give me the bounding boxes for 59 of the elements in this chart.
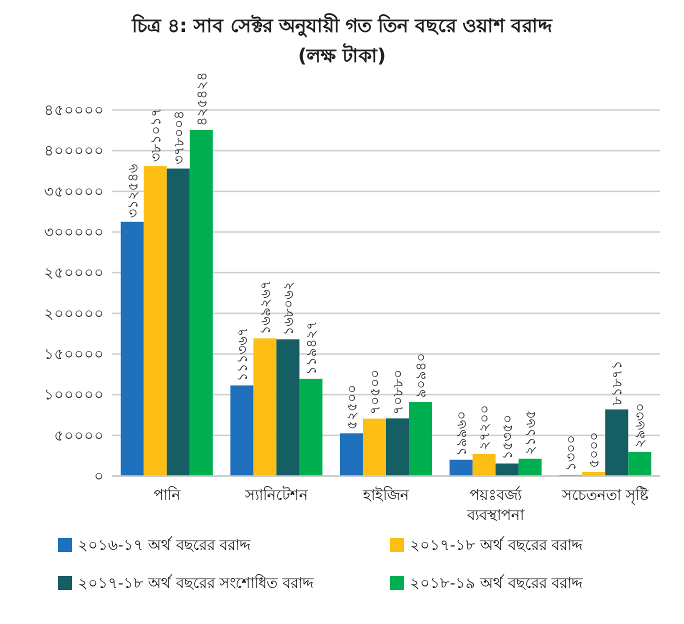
bar — [386, 418, 410, 476]
data-label: ২১১৬৫ — [523, 410, 540, 455]
bar — [340, 433, 363, 476]
y-tick-label: ৪০০০০০ — [44, 142, 104, 160]
x-tick-label: সচেতনতা সৃষ্টি — [560, 486, 650, 505]
bar — [409, 402, 432, 476]
data-label: ৫০০০ — [586, 432, 603, 468]
data-label: ১৩০০ — [564, 434, 580, 471]
y-tick-label: ৪৫০০০০ — [44, 101, 104, 119]
bar — [362, 418, 386, 476]
bar — [253, 338, 276, 476]
data-label: ২৯৬৩০ — [632, 402, 649, 448]
y-tick-label: ০ — [94, 467, 104, 485]
y-tick-label: ৩০০০০০ — [44, 223, 104, 241]
y-tick-label: ২৫০০০০ — [44, 264, 104, 282]
data-label: ১৫৩৫০ — [500, 414, 516, 460]
legend-label: ২০১৮-১৯ অর্থ বছরের বরাদ্দ — [410, 574, 584, 592]
y-tick-label: ১০০০০০ — [44, 386, 104, 404]
y-tick-label: ৫০০০০ — [54, 426, 104, 444]
data-label: ১১৯৪২৭ — [304, 320, 320, 375]
chart-subtitle: (লক্ষ টাকা) — [298, 43, 386, 67]
data-label: ৯০৯৪০ — [414, 353, 430, 398]
y-tick-label: ৩৫০০০০ — [44, 182, 104, 200]
data-label: ১১১৩৬৭ — [234, 327, 251, 382]
data-label: ৩১২৫৪৬ — [125, 164, 142, 218]
bar — [605, 409, 628, 476]
bar — [628, 452, 652, 476]
data-label: ১৯৯৬০ — [454, 410, 470, 456]
data-label: ৭০৮৮০ — [390, 369, 407, 414]
bar — [496, 464, 519, 476]
y-tick-label: ২০০০০০ — [44, 304, 104, 322]
bar — [190, 130, 213, 476]
x-tick-label: স্যানিটেশন — [244, 486, 309, 504]
data-label: ১৬৮০৬২ — [280, 281, 297, 336]
legend-label: ২০১৬-১৭ অর্থ বছরের বরাদ্দ — [78, 536, 252, 554]
data-label: ৮১৮৭১ — [610, 360, 626, 406]
x-tick-label: পানি — [153, 486, 182, 504]
bar — [276, 339, 300, 476]
bar — [518, 458, 542, 476]
y-tick-label: ১৫০০০০ — [44, 345, 104, 363]
bar — [472, 454, 496, 476]
x-tick-label: পয়ঃবর্জ্য ব্যবস্থাপনা — [466, 486, 526, 524]
bar — [144, 166, 167, 476]
data-label: ৩৭৮০০৪ — [171, 110, 188, 165]
data-label: ১৬৯২৬৭ — [258, 280, 274, 334]
chart-title: চিত্র ৪: সাব সেক্টর অনুযায়ী গত তিন বছরে ওয়াশ বরাদ্দ — [130, 13, 554, 38]
data-label: ৪২৫৪২৪ — [194, 72, 210, 126]
bar — [450, 460, 473, 476]
data-label: ৫২৫০০ — [344, 384, 360, 430]
legend-label: ২০১৭-১৮ অর্থ বছরের সংশোধিত বরাদ্দ — [78, 574, 314, 592]
bar — [299, 378, 322, 476]
x-tick-label: হাইজিন — [362, 486, 410, 504]
bar — [230, 385, 254, 476]
bar — [120, 222, 144, 476]
legend-label: ২০১৭-১৮ অর্থ বছরের বরাদ্দ — [410, 536, 584, 554]
data-label: ২৭২০০ — [477, 404, 494, 450]
bar — [166, 168, 190, 476]
data-label: ৭০৫০০ — [367, 370, 384, 415]
data-label: ৩৮১০১৭ — [148, 108, 164, 162]
